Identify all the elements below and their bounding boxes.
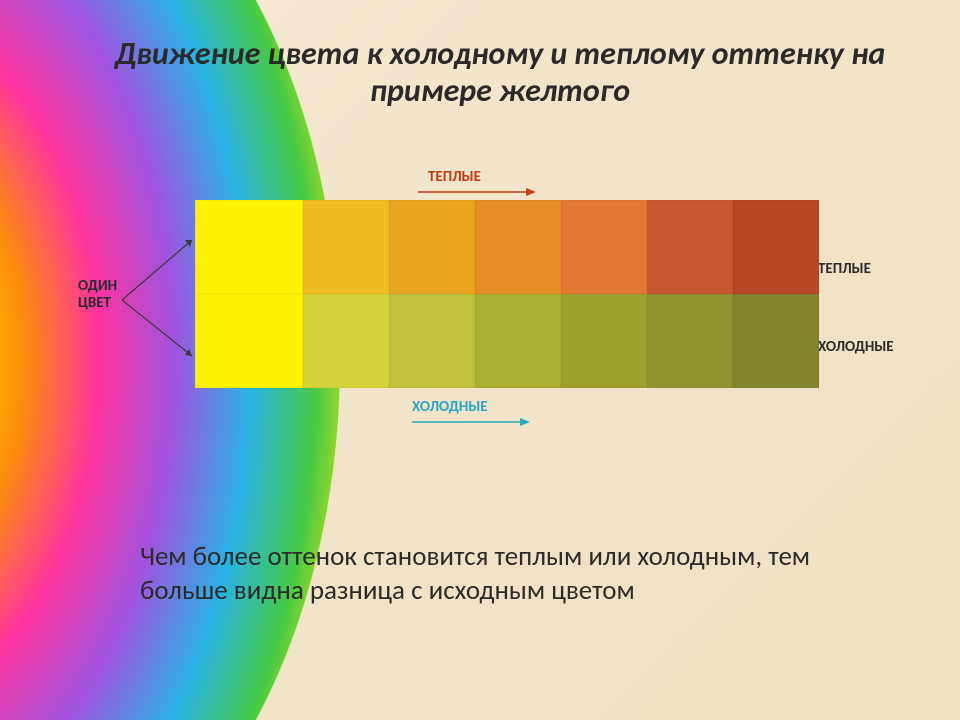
- swatch: [733, 200, 819, 294]
- label-one-color: ОДИН ЦВЕТ: [78, 278, 117, 313]
- swatch: [733, 294, 819, 388]
- slide-title: Движение цвета к холодному и теплому отт…: [100, 36, 900, 110]
- swatch: [561, 200, 647, 294]
- label-warm-top: ТЕПЛЫЕ: [428, 168, 481, 186]
- warm-row: [195, 200, 819, 294]
- swatch: [561, 294, 647, 388]
- arrow-bottom: [412, 417, 532, 427]
- swatch: [389, 294, 475, 388]
- label-warm-right: ТЕПЛЫЕ: [818, 260, 871, 278]
- label-cold-bottom: ХОЛОДНЫЕ: [412, 398, 488, 416]
- swatch: [475, 294, 561, 388]
- pointer-lines: [122, 230, 202, 370]
- swatch: [475, 200, 561, 294]
- swatch: [647, 200, 733, 294]
- swatch: [195, 294, 303, 388]
- arrow-top: [418, 187, 538, 197]
- slide: Движение цвета к холодному и теплому отт…: [0, 0, 960, 720]
- swatch: [195, 200, 303, 294]
- swatch: [647, 294, 733, 388]
- swatch: [303, 294, 389, 388]
- color-chart: [195, 200, 819, 388]
- label-one-color-line2: ЦВЕТ: [78, 294, 111, 312]
- swatch: [303, 200, 389, 294]
- cold-row: [195, 294, 819, 388]
- swatch: [389, 200, 475, 294]
- label-cold-right: ХОЛОДНЫЕ: [818, 338, 894, 356]
- label-one-color-line1: ОДИН: [78, 277, 117, 295]
- body-text: Чем более оттенок становится теплым или …: [140, 540, 870, 608]
